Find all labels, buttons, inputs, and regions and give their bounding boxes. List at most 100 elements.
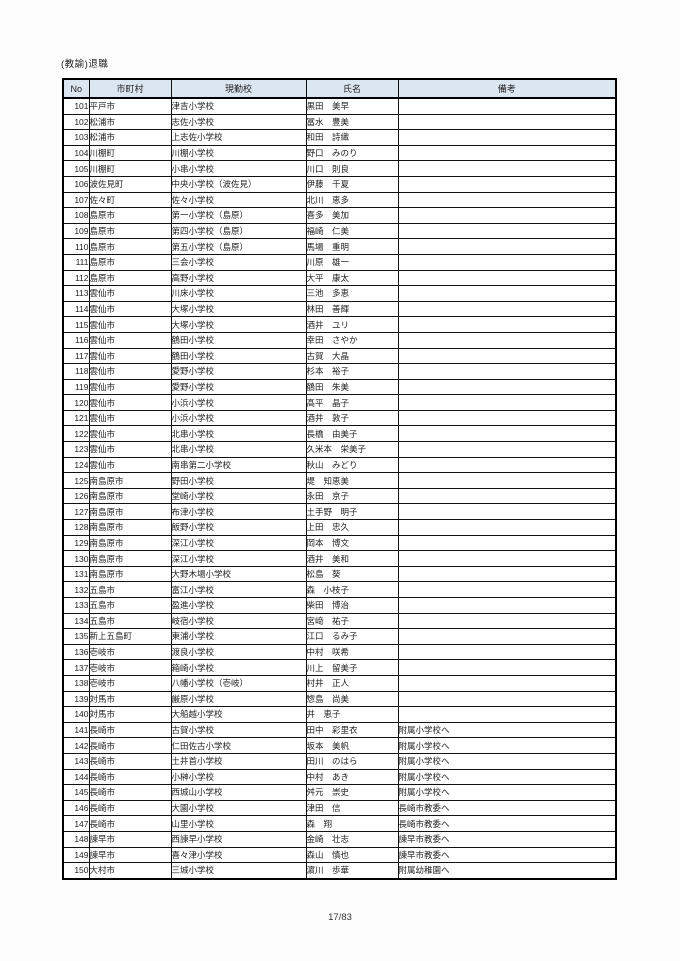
cell-remarks — [397, 191, 617, 209]
cell-municipality: 長崎市 — [88, 768, 172, 786]
cell-name: 長橋 由美子 — [305, 425, 399, 443]
cell-school: 大園小学校 — [170, 799, 307, 817]
cell-remarks — [397, 409, 617, 427]
cell-municipality: 雲仙市 — [88, 456, 172, 474]
table-header: No 市町村 現勤校 氏名 備考 — [62, 78, 617, 99]
cell-name: 酒井 ユリ — [305, 316, 399, 333]
cell-school: 愛野小学校 — [170, 363, 307, 380]
cell-school: 八幡小学校（壱岐） — [170, 674, 307, 692]
table-row: 147 長崎市 山里小学校森 翔長崎市教委へ — [62, 815, 617, 832]
cell-school: 西城山小学校 — [170, 784, 307, 801]
cell-school: 第五小学校（島原） — [170, 238, 307, 255]
cell-no: 102 — [62, 113, 90, 131]
table-row: 118 雲仙市 愛野小学校 杉本 裕子 — [62, 363, 617, 380]
cell-municipality: 雲仙市 — [88, 285, 172, 302]
table-row: 121 雲仙市 小浜小学校 酒井 敦子 — [62, 409, 617, 427]
cell-remarks: 長崎市教委へ — [397, 815, 617, 832]
cell-no: 137 — [62, 659, 90, 676]
cell-name: 森 翔 — [305, 815, 399, 832]
cell-no: 124 — [62, 456, 90, 474]
table-row: 143 長崎市 土井首小学校 田川 のはら 附属小学校へ — [62, 752, 617, 770]
cell-remarks: 諫早市教委へ — [397, 830, 617, 848]
cell-remarks: 附属小学校へ — [397, 768, 617, 786]
cell-no: 127 — [62, 503, 90, 521]
cell-remarks — [397, 519, 617, 536]
cell-remarks — [397, 144, 617, 162]
cell-municipality: 大村市 — [88, 862, 172, 880]
cell-municipality: 川棚町 — [88, 160, 172, 177]
cell-no: 101 — [62, 97, 90, 115]
cell-name: 坂本 美帆 — [305, 737, 399, 754]
cell-school: 志佐小学校 — [170, 113, 307, 131]
table-row: 125 南島原市 野田小学校堤 知恵美 — [62, 472, 617, 489]
cell-name: 永田 京子 — [305, 487, 399, 505]
cell-name: 宮﨑 祐子 — [305, 612, 399, 630]
cell-municipality: 諫早市 — [88, 830, 172, 848]
header-remarks: 備考 — [397, 78, 617, 99]
table-row: 146 長崎市 大園小学校 津田 信長崎市教委へ — [62, 799, 617, 817]
table-row: 140 対馬市 大船越小学校井 恵子 — [62, 706, 617, 723]
cell-school: 山里小学校 — [170, 815, 307, 832]
table-row: 115 雲仙市 大塚小学校 酒井 ユリ — [62, 316, 617, 333]
cell-municipality: 川棚町 — [88, 144, 172, 162]
cell-no: 110 — [62, 238, 90, 255]
table-row: 137 壱岐市 箱崎小学校 川上 留美子 — [62, 659, 617, 676]
cell-name: 井 恵子 — [305, 706, 399, 723]
cell-municipality: 長崎市 — [88, 721, 172, 739]
table-row: 130 南島原市 深江小学校 酒井 美和 — [62, 550, 617, 567]
cell-municipality: 南島原市 — [88, 534, 172, 552]
cell-no: 118 — [62, 363, 90, 380]
page-number: 17/83 — [328, 912, 352, 923]
cell-school: 西諫早小学校 — [170, 830, 307, 848]
cell-school: 古賀小学校 — [170, 721, 307, 739]
table-row: 135 新上五島町 東浦小学校 江口 るみ子 — [62, 628, 617, 645]
cell-school: 深江小学校 — [170, 534, 307, 552]
cell-remarks — [397, 222, 617, 240]
cell-school: 高野小学校 — [170, 269, 307, 287]
cell-no: 121 — [62, 409, 90, 427]
cell-school: 厳原小学校 — [170, 690, 307, 708]
cell-no: 116 — [62, 331, 90, 349]
cell-remarks — [397, 425, 617, 443]
cell-municipality: 雲仙市 — [88, 347, 172, 365]
cell-name: 酒井 敦子 — [305, 409, 399, 427]
cell-school: 土井首小学校 — [170, 752, 307, 770]
cell-no: 134 — [62, 612, 90, 630]
cell-no: 109 — [62, 222, 90, 240]
cell-school: 愛野小学校 — [170, 378, 307, 396]
cell-remarks — [397, 394, 617, 411]
cell-municipality: 南島原市 — [88, 565, 172, 583]
cell-remarks: 長崎市教委へ — [397, 799, 617, 817]
table-row: 141 長崎市 古賀小学校 田中 彩里衣 附属小学校へ — [62, 721, 617, 739]
cell-municipality: 南島原市 — [88, 550, 172, 567]
table-row: 109 島原市 第四小学校（島原） 福崎 仁美 — [62, 222, 617, 240]
cell-remarks — [397, 643, 617, 661]
cell-name: 津田 信 — [305, 799, 399, 817]
cell-remarks — [397, 534, 617, 552]
table-row: 116 雲仙市 鶴田小学校 幸田 さやか — [62, 331, 617, 349]
cell-school: 川床小学校 — [170, 285, 307, 302]
cell-no: 145 — [62, 784, 90, 801]
cell-name: 森 小枝子 — [305, 581, 399, 598]
cell-school: 富江小学校 — [170, 581, 307, 598]
cell-municipality: 壱岐市 — [88, 643, 172, 661]
cell-no: 133 — [62, 597, 90, 614]
cell-municipality: 南島原市 — [88, 487, 172, 505]
cell-name: 三池 多恵 — [305, 285, 399, 302]
cell-municipality: 壱岐市 — [88, 659, 172, 676]
cell-no: 111 — [62, 253, 90, 271]
cell-remarks — [397, 487, 617, 505]
cell-no: 148 — [62, 830, 90, 848]
cell-name: 鶴田 朱美 — [305, 378, 399, 396]
table-row: 127 南島原市 布津小学校 土手野 明子 — [62, 503, 617, 521]
cell-municipality: 雲仙市 — [88, 441, 172, 458]
cell-name: 福崎 仁美 — [305, 222, 399, 240]
table-row: 123 雲仙市 北串小学校 久米本 栄美子 — [62, 441, 617, 458]
cell-school: 飯野小学校 — [170, 519, 307, 536]
table-row: 101 平戸市 津吉小学校 黒田 美早 — [62, 97, 617, 115]
cell-no: 149 — [62, 846, 90, 864]
cell-name: 大平 康太 — [305, 269, 399, 287]
cell-no: 112 — [62, 269, 90, 287]
cell-municipality: 新上五島町 — [88, 628, 172, 645]
cell-school: 第四小学校（島原） — [170, 222, 307, 240]
